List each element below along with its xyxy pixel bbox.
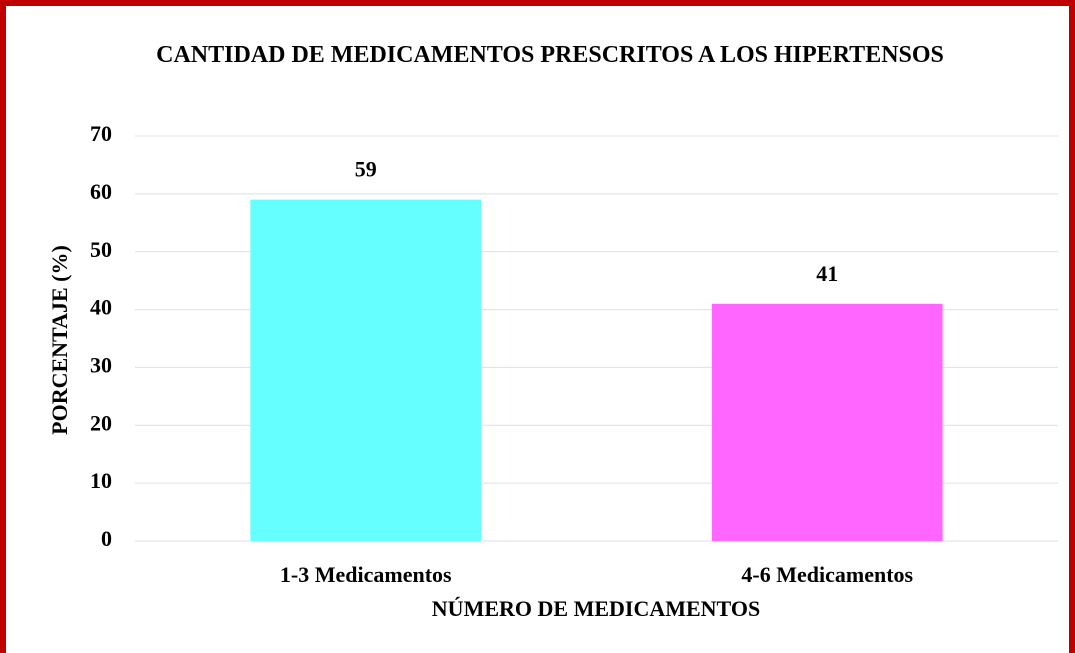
x-axis-label: NÚMERO DE MEDICAMENTOS	[432, 596, 760, 621]
bar	[250, 199, 482, 541]
y-tick-label: 50	[90, 237, 112, 262]
y-tick-label: 60	[90, 179, 112, 204]
x-tick-label: 4-6 Medicamentos	[741, 562, 913, 587]
y-tick-label: 30	[90, 352, 112, 377]
y-axis-label: PORCENTAJE (%)	[47, 245, 72, 435]
chart-title: CANTIDAD DE MEDICAMENTOS PRESCRITOS A LO…	[156, 42, 944, 68]
y-tick-label: 70	[90, 121, 112, 146]
bar	[711, 303, 943, 541]
x-tick-label: 1-3 Medicamentos	[280, 562, 452, 587]
y-tick-label: 10	[90, 468, 112, 493]
y-tick-label: 20	[90, 410, 112, 435]
y-tick-label: 0	[101, 526, 112, 551]
y-tick-label: 40	[90, 295, 112, 320]
data-label: 41	[816, 261, 838, 286]
data-label: 59	[355, 157, 377, 182]
